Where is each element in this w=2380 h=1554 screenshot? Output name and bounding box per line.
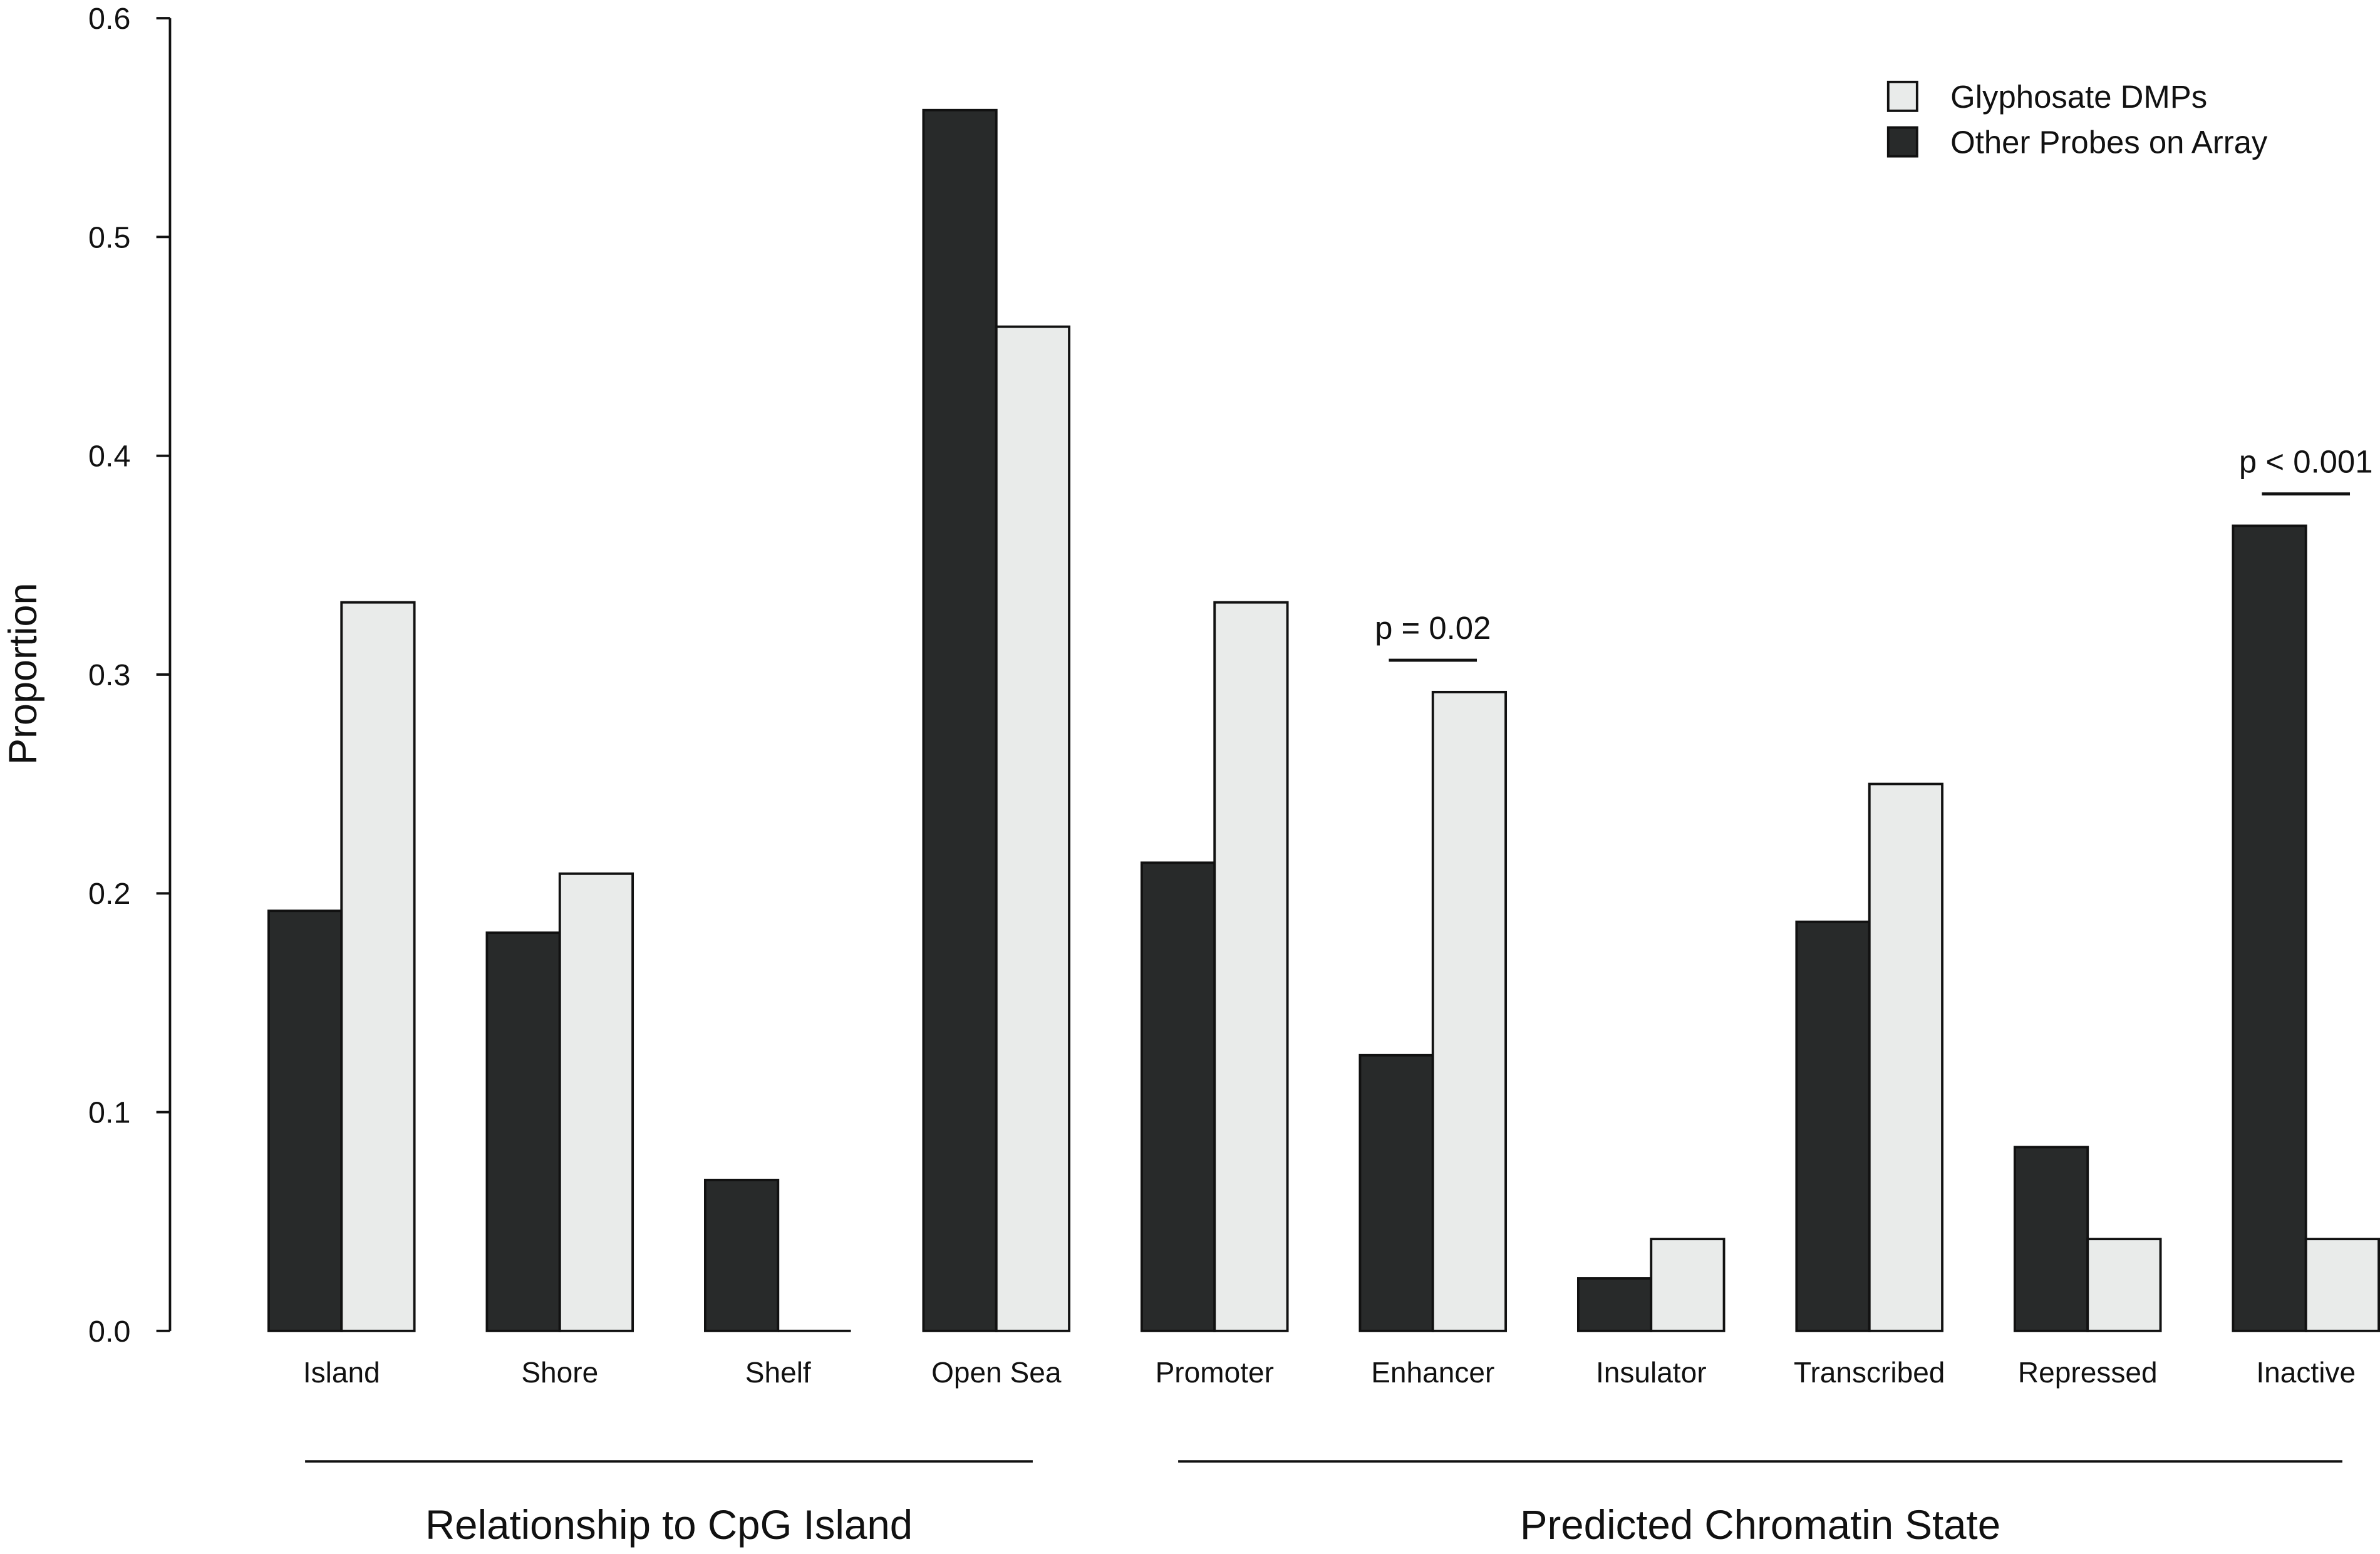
x-tick-label: Shore: [521, 1356, 598, 1389]
x-tick-label: Shelf: [745, 1356, 811, 1389]
legend-swatch: [1886, 80, 1918, 112]
y-tick-label: 0.1: [88, 1096, 130, 1130]
bar: [1650, 1238, 1725, 1332]
bar: [1868, 782, 1944, 1332]
bar: [2086, 1238, 2162, 1332]
bar: [2304, 1238, 2380, 1332]
bar: [995, 325, 1071, 1332]
bar: [1795, 920, 1871, 1332]
bar: [2232, 524, 2307, 1332]
bar: [922, 108, 998, 1332]
x-tick-label: Enhancer: [1371, 1356, 1494, 1389]
bar: [267, 909, 343, 1332]
bar: [1358, 1054, 1434, 1332]
x-tick-label: Promoter: [1156, 1356, 1274, 1389]
bar: [1140, 861, 1216, 1332]
annotation: p = 0.02: [1375, 610, 1491, 646]
bar: [2013, 1146, 2089, 1332]
y-axis-label: Proportion: [1, 583, 45, 765]
group-label: Relationship to CpG Island: [425, 1502, 913, 1548]
y-tick-label: 0.5: [88, 220, 130, 254]
group-label: Predicted Chromatin State: [1520, 1502, 2000, 1548]
legend-label: Other Probes on Array: [1950, 125, 2268, 160]
bar: [340, 601, 416, 1332]
x-tick-label: Transcribed: [1794, 1356, 1945, 1389]
bar: [1576, 1277, 1653, 1332]
bar: [485, 931, 561, 1332]
y-tick-label: 0.2: [88, 877, 130, 911]
bar: [1213, 601, 1289, 1332]
x-tick-label: Insulator: [1596, 1356, 1707, 1389]
annotation: p < 0.001: [2239, 444, 2373, 480]
y-tick-label: 0.0: [88, 1315, 130, 1349]
x-tick-label: Open Sea: [931, 1356, 1062, 1389]
y-tick-label: 0.3: [88, 658, 130, 692]
y-tick-label: 0.4: [88, 440, 130, 474]
y-tick-label: 0.6: [88, 2, 130, 36]
bar: [1431, 690, 1508, 1332]
bar: [704, 1178, 780, 1332]
legend-label: Glyphosate DMPs: [1950, 79, 2207, 115]
x-tick-label: Island: [303, 1356, 380, 1389]
bar: [558, 872, 634, 1332]
x-tick-label: Repressed: [2018, 1356, 2158, 1389]
legend-swatch: [1886, 126, 1918, 158]
x-tick-label: Inactive: [2256, 1356, 2356, 1389]
